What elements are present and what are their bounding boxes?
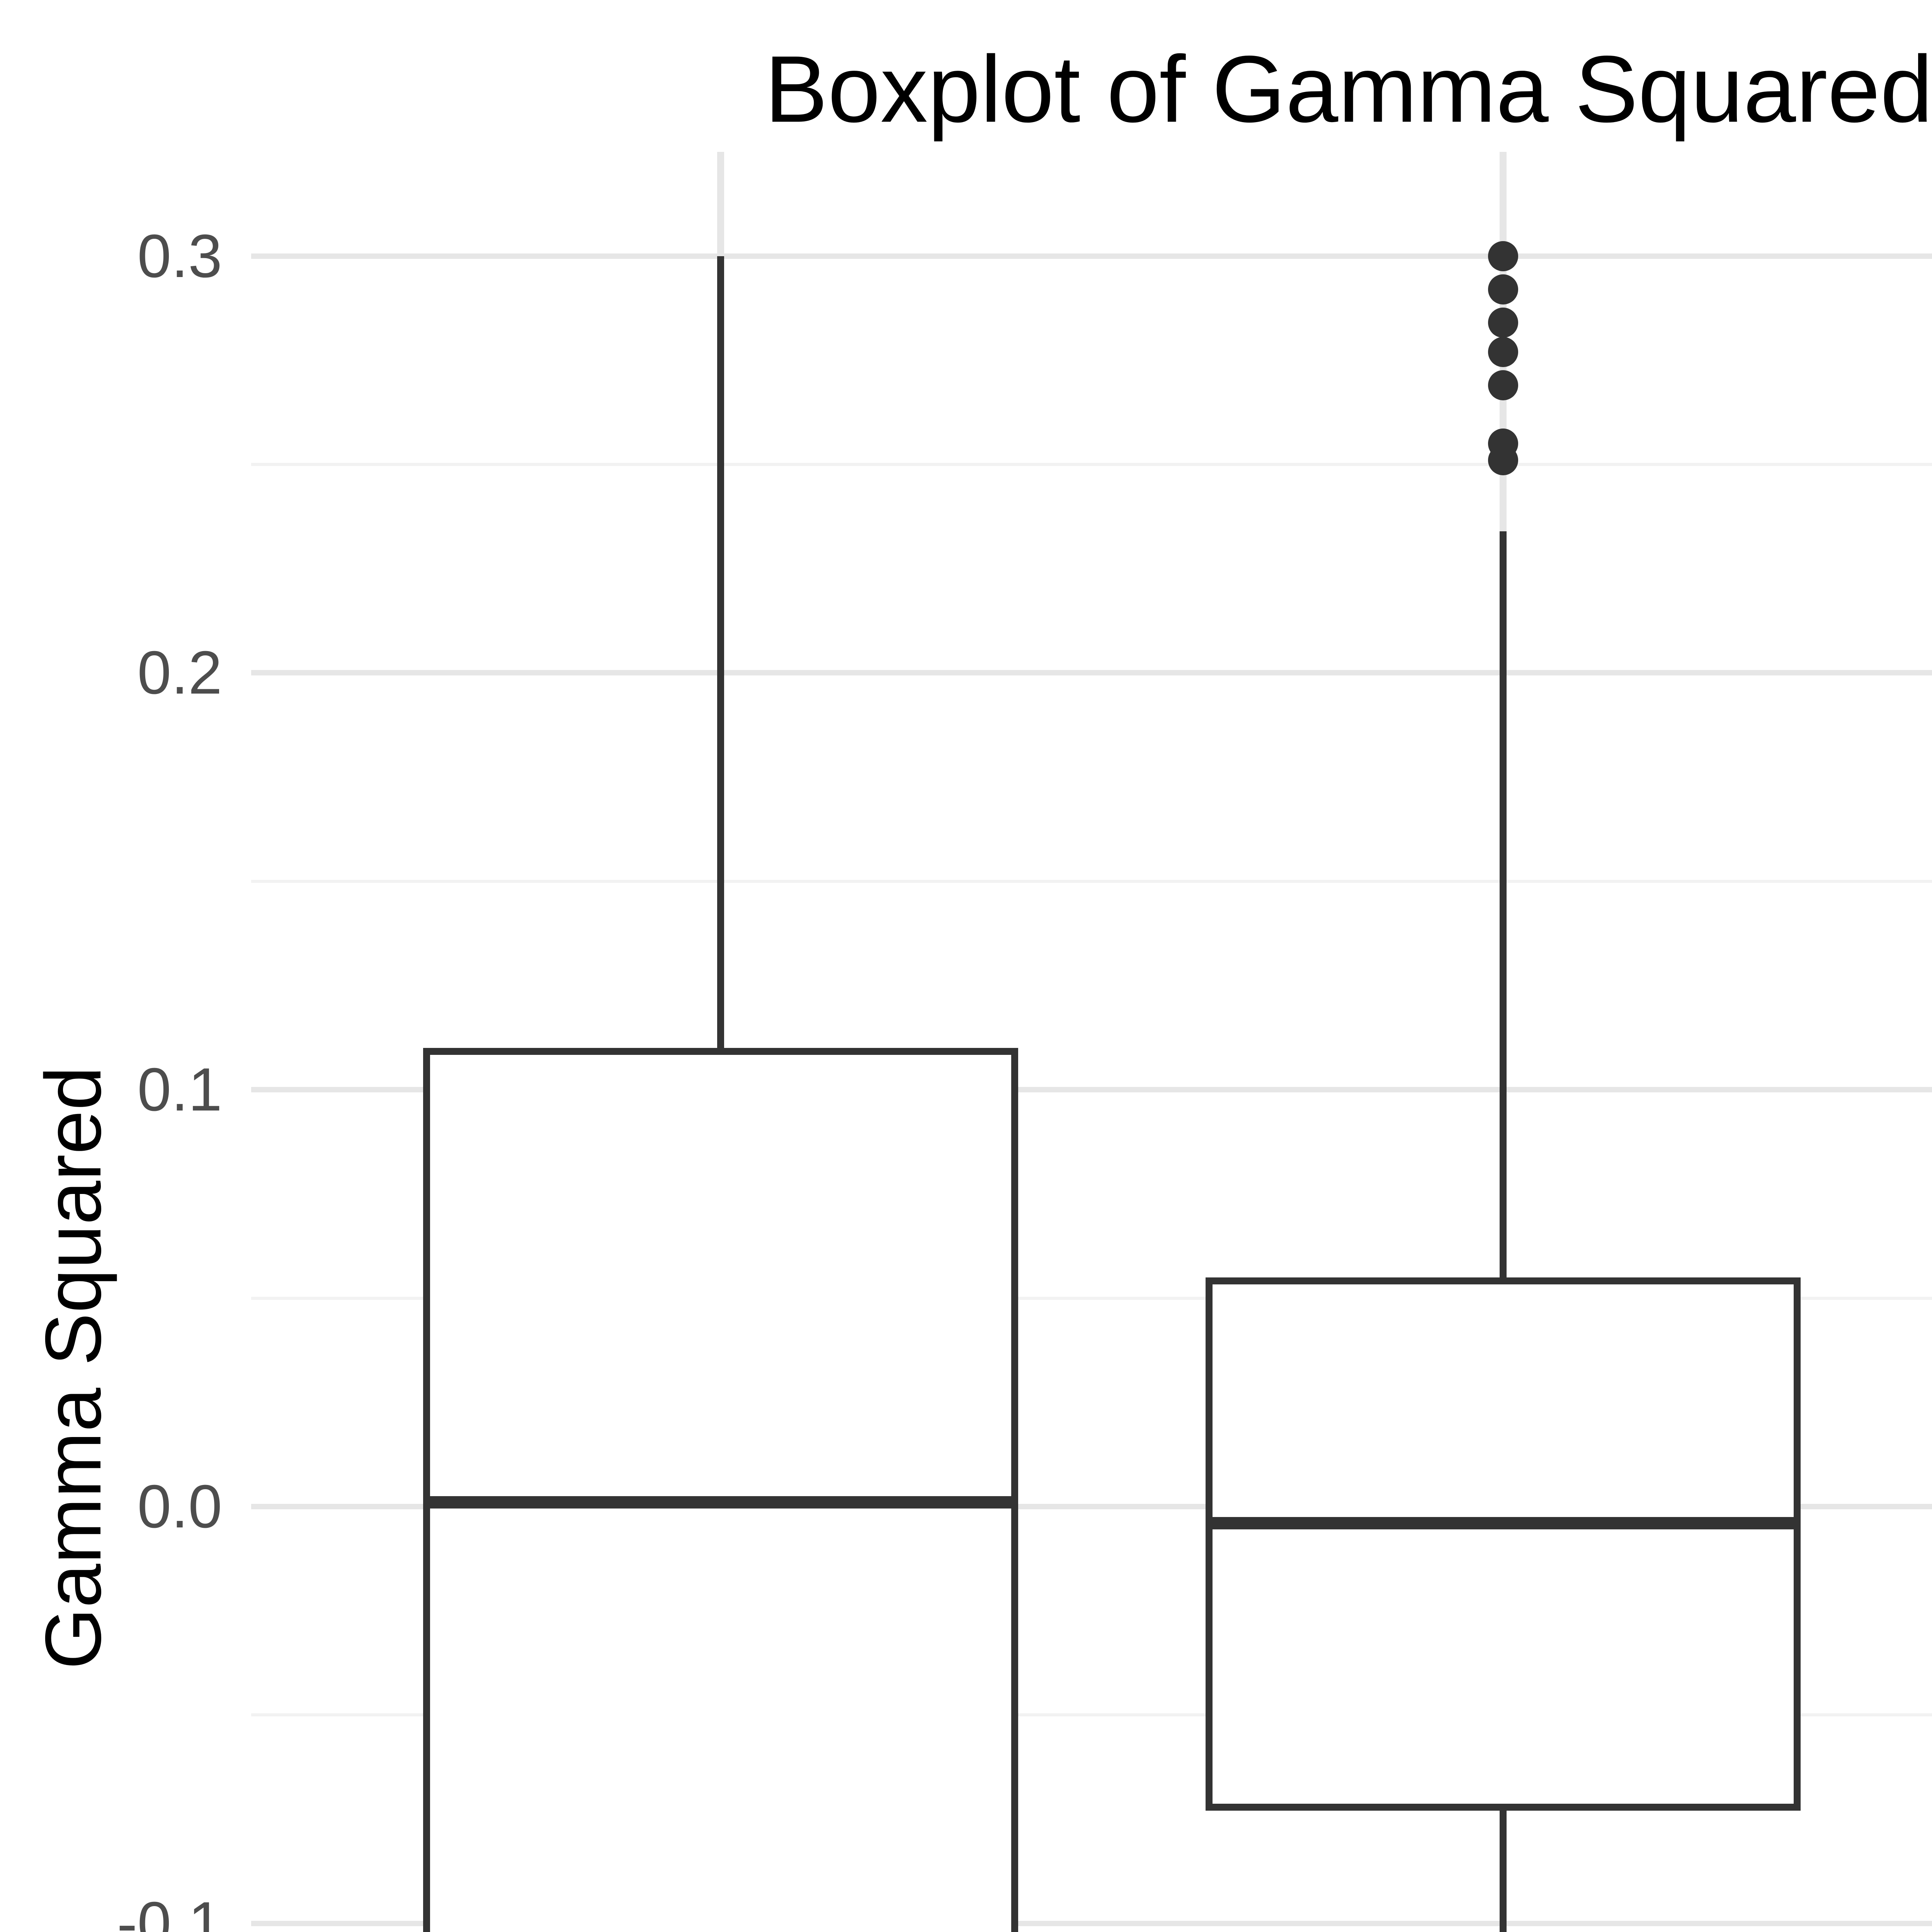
boxplot-box xyxy=(423,1048,1018,1932)
boxplot-box xyxy=(1206,1277,1801,1811)
plot-title: Boxplot of Gamma Squared Values xyxy=(764,36,1932,142)
outlier-dot xyxy=(1488,241,1518,271)
y-tick-label: 0.0 xyxy=(137,1472,222,1541)
gridline-minor xyxy=(251,463,1932,466)
gridline-minor xyxy=(251,1713,1932,1717)
gridline-minor xyxy=(251,879,1932,883)
y-tick-label: 0.2 xyxy=(137,639,222,707)
median-line xyxy=(423,1496,1018,1509)
plot-panel xyxy=(251,152,1932,1932)
y-axis-title: Gamma Squared xyxy=(29,1066,117,1670)
gridline-major xyxy=(251,253,1932,259)
outlier-dot xyxy=(1488,445,1518,476)
y-tick-label: -0.1 xyxy=(117,1889,222,1932)
median-line xyxy=(1206,1517,1801,1530)
outlier-dot xyxy=(1488,274,1518,304)
y-tick-label: 0.1 xyxy=(137,1056,222,1124)
outlier-dot xyxy=(1488,308,1518,338)
y-tick-label: 0.3 xyxy=(137,222,222,290)
outlier-dot xyxy=(1488,337,1518,367)
outlier-dot xyxy=(1488,370,1518,401)
gridline-major xyxy=(251,670,1932,676)
gridline-minor xyxy=(251,1296,1932,1300)
